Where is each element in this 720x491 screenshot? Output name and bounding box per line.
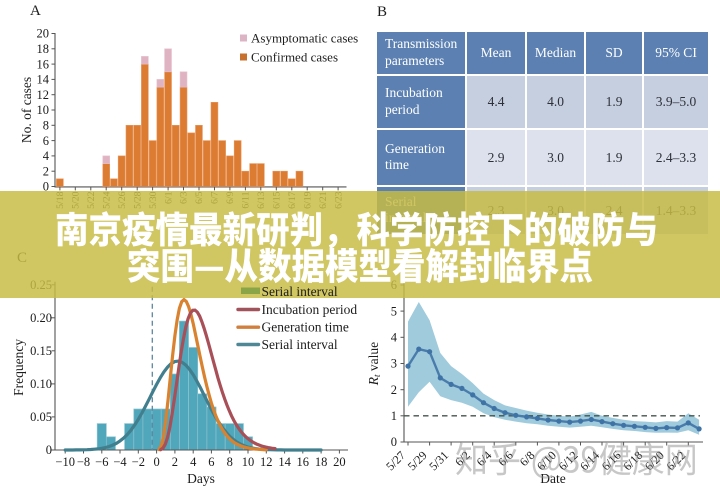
svg-text:18: 18 — [37, 42, 50, 56]
svg-text:8: 8 — [43, 119, 49, 133]
svg-text:0.05: 0.05 — [30, 410, 52, 424]
svg-text:Generation time: Generation time — [262, 320, 349, 335]
svg-text:Frequency: Frequency — [11, 339, 26, 396]
svg-text:0.20: 0.20 — [30, 311, 52, 325]
svg-text:A: A — [30, 3, 41, 19]
svg-text:−6: −6 — [95, 455, 108, 469]
svg-text:1: 1 — [391, 409, 397, 423]
svg-text:6: 6 — [208, 455, 214, 469]
svg-text:10: 10 — [37, 103, 50, 117]
svg-text:5/31: 5/31 — [426, 448, 451, 473]
svg-text:Asymptomatic cases: Asymptomatic cases — [251, 31, 358, 46]
svg-text:20: 20 — [333, 455, 346, 469]
svg-text:Serial interval: Serial interval — [262, 284, 338, 299]
svg-text:−2: −2 — [132, 455, 145, 469]
svg-text:0: 0 — [391, 435, 397, 449]
svg-text:−10: −10 — [55, 455, 75, 469]
svg-text:6: 6 — [43, 134, 49, 148]
svg-text:0: 0 — [153, 455, 159, 469]
svg-text:−4: −4 — [113, 455, 127, 469]
svg-text:2: 2 — [391, 383, 397, 397]
svg-text:0: 0 — [43, 180, 49, 194]
svg-text:8: 8 — [227, 455, 233, 469]
svg-text:Days: Days — [187, 471, 215, 486]
svg-text:Incubation period: Incubation period — [262, 302, 358, 317]
svg-text:3: 3 — [391, 357, 397, 371]
svg-text:5/27: 5/27 — [383, 448, 408, 473]
svg-text:0.15: 0.15 — [30, 344, 52, 358]
svg-text:Serial interval: Serial interval — [262, 337, 338, 352]
svg-text:10: 10 — [242, 455, 255, 469]
svg-text:16: 16 — [297, 455, 310, 469]
svg-text:14: 14 — [278, 455, 291, 469]
svg-text:5: 5 — [391, 304, 397, 318]
svg-text:Confirmed cases: Confirmed cases — [251, 50, 338, 65]
svg-text:0.10: 0.10 — [30, 377, 52, 391]
svg-text:Rt value: Rt value — [366, 342, 382, 386]
svg-text:4: 4 — [43, 149, 50, 163]
svg-text:4: 4 — [190, 455, 197, 469]
svg-text:4: 4 — [391, 331, 398, 345]
svg-text:Date: Date — [540, 471, 565, 486]
svg-text:18: 18 — [315, 455, 328, 469]
svg-text:0: 0 — [46, 443, 52, 457]
svg-text:2: 2 — [172, 455, 178, 469]
svg-text:12: 12 — [260, 455, 273, 469]
svg-text:5/29: 5/29 — [405, 448, 430, 473]
svg-text:20: 20 — [37, 27, 50, 41]
svg-text:No. of cases: No. of cases — [19, 77, 34, 143]
svg-text:−8: −8 — [77, 455, 90, 469]
svg-text:2: 2 — [43, 164, 49, 178]
svg-text:14: 14 — [37, 73, 50, 87]
svg-text:16: 16 — [37, 57, 50, 71]
svg-text:12: 12 — [37, 88, 50, 102]
